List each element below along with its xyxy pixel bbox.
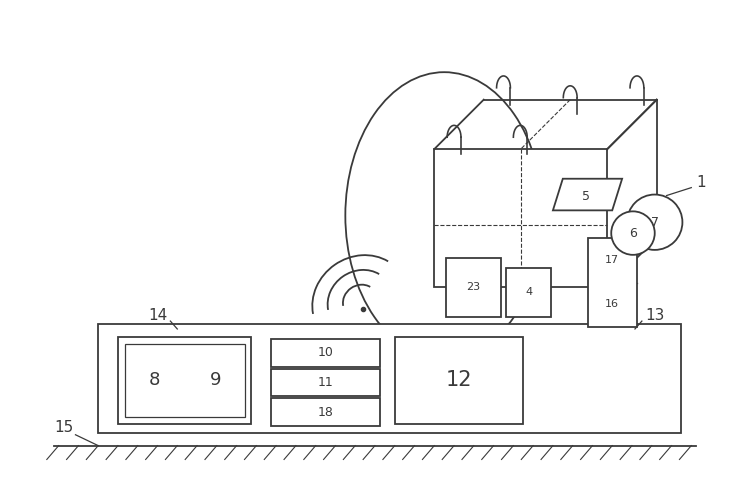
Text: 10: 10 <box>318 346 334 359</box>
Bar <box>506 268 551 317</box>
Text: 13: 13 <box>645 308 664 323</box>
Text: 9: 9 <box>209 371 221 389</box>
Text: 15: 15 <box>54 420 73 435</box>
Text: 7: 7 <box>651 216 659 229</box>
Text: 8: 8 <box>148 371 159 389</box>
Text: 4: 4 <box>525 287 533 298</box>
Bar <box>395 337 524 424</box>
Text: 1: 1 <box>696 175 706 190</box>
Text: 16: 16 <box>605 299 619 309</box>
Text: 5: 5 <box>581 190 589 203</box>
Circle shape <box>611 212 654 255</box>
Bar <box>446 258 500 317</box>
Text: 6: 6 <box>629 227 637 240</box>
Bar <box>272 369 380 396</box>
Polygon shape <box>553 179 622 211</box>
Bar <box>435 149 607 287</box>
Circle shape <box>627 195 682 250</box>
Bar <box>118 337 251 424</box>
Bar <box>272 339 380 367</box>
Bar <box>587 238 637 327</box>
Text: 18: 18 <box>318 406 334 418</box>
Text: 17: 17 <box>605 255 619 265</box>
Text: 11: 11 <box>318 376 334 389</box>
Text: 14: 14 <box>148 308 167 323</box>
Bar <box>98 324 681 433</box>
Bar <box>125 344 245 417</box>
Bar <box>272 398 380 426</box>
Text: 12: 12 <box>446 370 472 390</box>
Text: 23: 23 <box>466 283 480 293</box>
